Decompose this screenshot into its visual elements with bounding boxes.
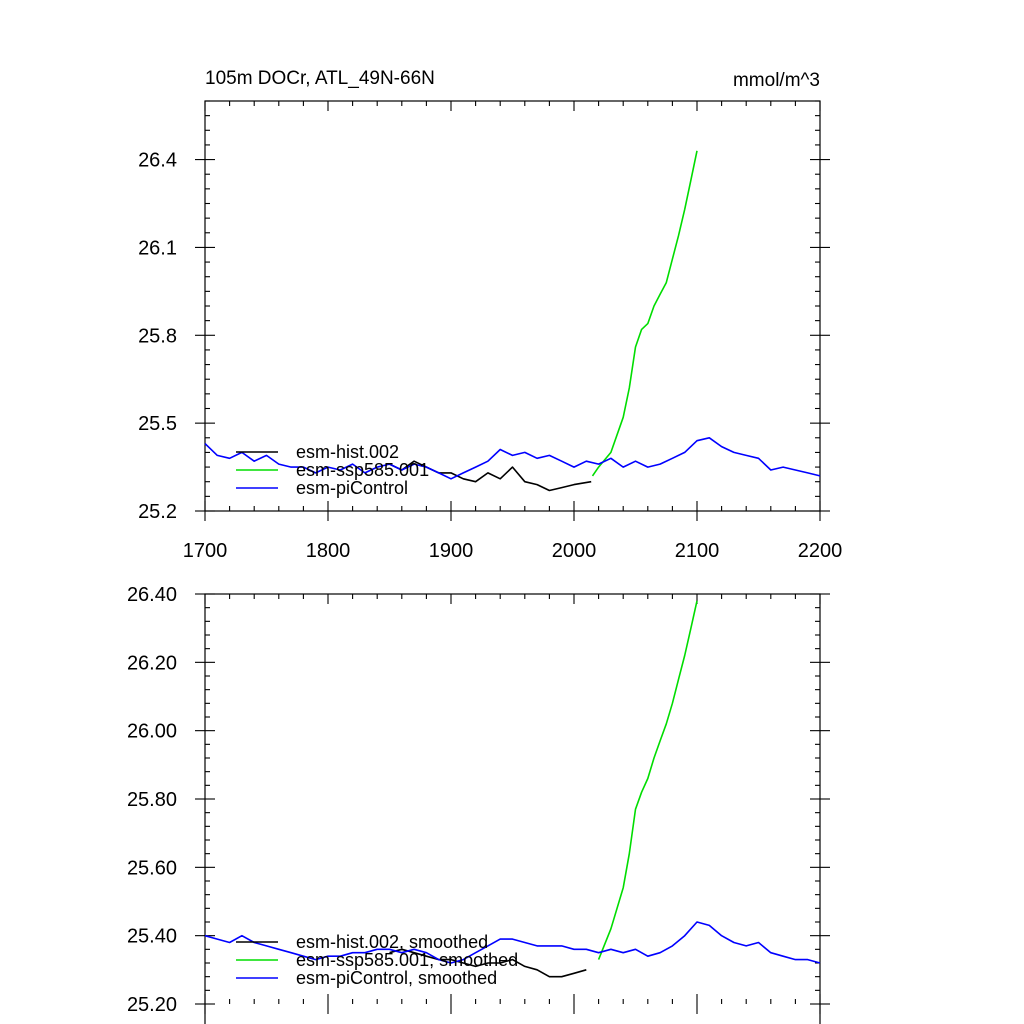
series-line-1	[597, 600, 698, 960]
bottom-panel: 25.20 25.40 25.60 25.80 26.00 26.20 26.40 esm-…	[127, 584, 830, 1024]
y-tick-label: 26.20	[127, 652, 177, 674]
bottom-series-lines	[204, 600, 821, 978]
x-tick-label: 1900	[429, 540, 474, 562]
x-tick-label: 2100	[675, 540, 720, 562]
series-line-0	[389, 460, 592, 492]
units-label: mmol/m^3	[733, 70, 820, 91]
legend-label: esm-piControl, smoothed	[296, 968, 497, 988]
y-tick-label: 25.5	[138, 413, 177, 435]
series-line-0	[389, 948, 587, 978]
top-axis-ticks: 1700 1800 1900 2000 2100 2200 25.2 25.5 25.8 26.1…	[138, 100, 843, 562]
series-line-2	[204, 921, 821, 964]
x-tick-label: 1800	[306, 540, 351, 562]
chart-title: 105m DOCr, ATL_49N-66N	[205, 68, 435, 89]
top-panel: 105m DOCr, ATL_49N-66N mmol/m^3 1700 1800…	[138, 68, 842, 562]
legend-label: esm-piControl	[296, 478, 408, 498]
x-tick-label: 2200	[798, 540, 843, 562]
legend-label: esm-ssp585.001, smoothed	[296, 950, 518, 970]
y-tick-label: 25.40	[127, 926, 177, 948]
legend-label: esm-hist.002, smoothed	[296, 932, 488, 952]
y-tick-label: 26.00	[127, 721, 177, 743]
y-tick-label: 26.4	[138, 150, 177, 172]
y-tick-label: 25.20	[127, 994, 177, 1016]
y-tick-label: 25.80	[127, 789, 177, 811]
series-line-1	[591, 150, 698, 477]
series-line-2	[204, 436, 821, 480]
y-tick-label: 25.2	[138, 501, 177, 523]
x-tick-label: 1700	[183, 540, 228, 562]
y-tick-label: 26.40	[127, 584, 177, 606]
x-tick-label: 2000	[552, 540, 597, 562]
bottom-axis-ticks: 25.20 25.40 25.60 25.80 26.00 26.20 26.40	[127, 584, 830, 1016]
legend-label: esm-hist.002	[296, 442, 399, 462]
legend-label: esm-ssp585.001	[296, 460, 429, 480]
bottom-plot-frame	[204, 593, 821, 1024]
top-series-lines	[204, 150, 821, 492]
y-tick-label: 25.8	[138, 325, 177, 347]
y-tick-label: 25.60	[127, 857, 177, 879]
y-tick-label: 26.1	[138, 237, 177, 259]
